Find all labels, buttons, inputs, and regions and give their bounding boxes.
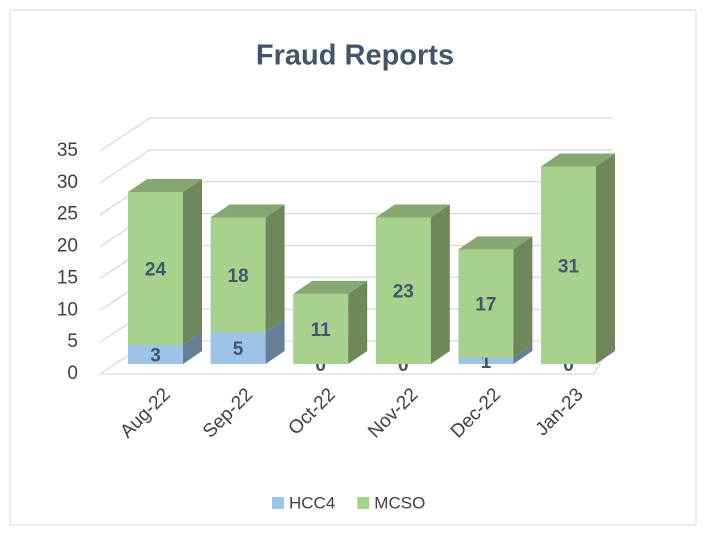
- y-tick-label: 30: [57, 172, 78, 193]
- bar-front: [541, 166, 596, 364]
- bar-front: [375, 217, 431, 364]
- bar-segment: [128, 178, 202, 345]
- grid-line: [99, 149, 612, 184]
- data-label: 17: [475, 294, 496, 315]
- data-label: 5: [233, 339, 244, 360]
- bar-side: [183, 331, 202, 364]
- bar-front: [210, 217, 266, 333]
- bar-top: [128, 178, 202, 192]
- bar-top: [293, 280, 368, 294]
- bar-side: [265, 204, 285, 333]
- y-tick-label: 0: [67, 363, 78, 384]
- bar-side: [265, 319, 285, 364]
- bar-front: [458, 249, 514, 358]
- data-label: 23: [393, 282, 414, 303]
- bar-front: [210, 332, 266, 364]
- y-tick-label: 10: [57, 299, 78, 320]
- bar-top: [541, 153, 615, 167]
- bar-front: [458, 357, 514, 364]
- bar-front: [293, 293, 349, 364]
- bar-side: [596, 153, 615, 364]
- bar-side: [348, 280, 368, 364]
- y-tick-label: 35: [57, 140, 78, 161]
- data-label: 18: [228, 266, 249, 287]
- data-label: 24: [145, 259, 167, 280]
- bar-segment: [293, 280, 368, 364]
- y-tick-label: 20: [57, 236, 78, 257]
- data-label: 1: [481, 352, 492, 373]
- bar-side: [513, 344, 533, 364]
- legend-swatch: [357, 497, 370, 509]
- data-label: 0: [315, 355, 326, 376]
- data-label: 3: [150, 345, 161, 366]
- data-label: 0: [563, 355, 574, 376]
- grid-line: [99, 117, 612, 152]
- bar-segment: [541, 153, 615, 364]
- bar-segment: [210, 204, 285, 333]
- data-label: 31: [558, 256, 580, 277]
- bar-side: [430, 204, 450, 364]
- bar-segment: [375, 204, 450, 364]
- bar-segment: [458, 236, 533, 358]
- legend-swatch: [272, 497, 284, 509]
- bar-side: [183, 178, 202, 345]
- data-label: 11: [311, 320, 332, 341]
- bar-top: [210, 204, 285, 218]
- legend-label: HCC4: [289, 493, 335, 512]
- bar-front: [128, 344, 183, 364]
- bar-side: [513, 236, 533, 358]
- chart-title: Fraud Reports: [256, 40, 454, 72]
- bar-front: [128, 191, 183, 345]
- y-tick-label: 15: [57, 267, 78, 288]
- legend-label: MCSO: [374, 493, 425, 512]
- y-tick-label: 25: [57, 204, 78, 225]
- data-label: 0: [398, 355, 409, 376]
- y-tick-label: 5: [67, 331, 78, 352]
- bar-top: [375, 204, 450, 218]
- bar-top: [458, 236, 533, 250]
